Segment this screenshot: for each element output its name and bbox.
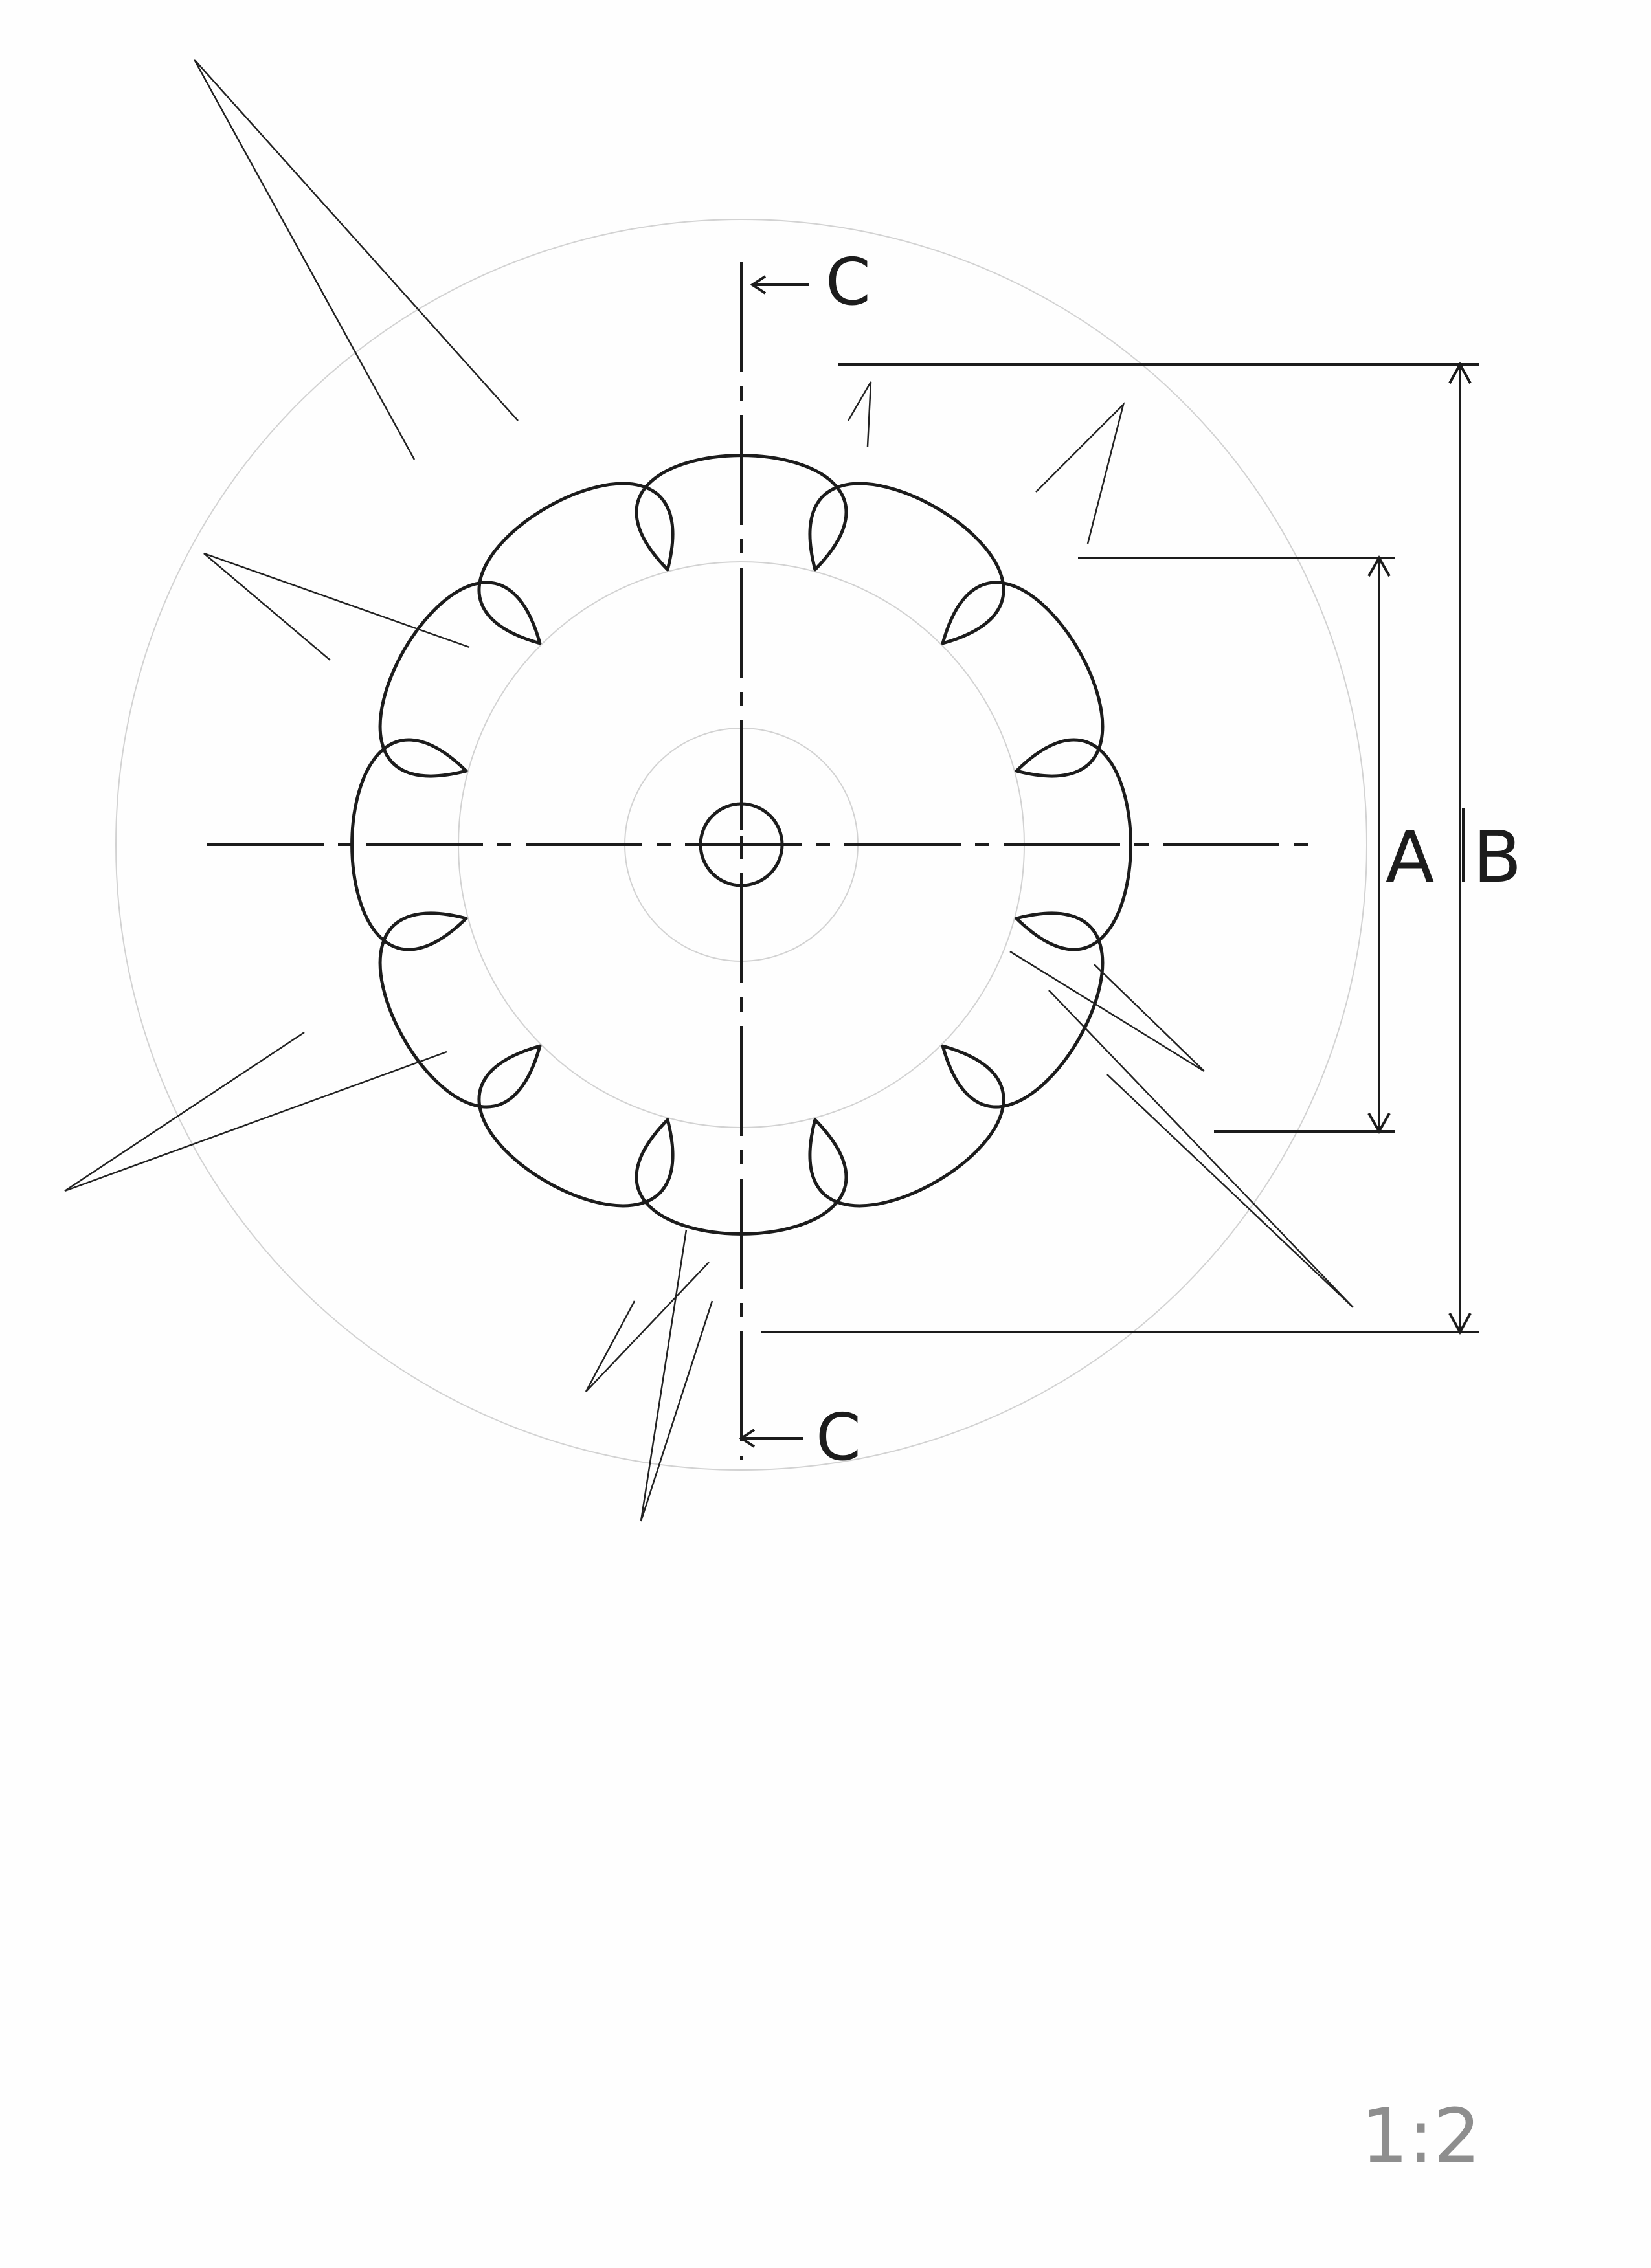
section-marker-bottom [739, 1429, 803, 1448]
dimension-a [1078, 555, 1395, 1135]
dimension-b-label: B [1473, 816, 1522, 898]
spike-triangle-7 [1009, 950, 1205, 1073]
dimension-b-arrow-bottom [1448, 1313, 1472, 1335]
dimension-b-arrow-top [1448, 361, 1472, 384]
center-lines [207, 262, 1308, 1460]
spike-triangle-8 [1035, 401, 1125, 544]
dimension-b [761, 361, 1479, 1335]
dimension-a-arrow-bottom [1367, 1113, 1391, 1135]
spike-triangle-4 [585, 1262, 710, 1392]
spike-triangle-9 [847, 381, 872, 447]
dimension-a-label: A [1386, 816, 1434, 898]
section-arrow-bottom-head [739, 1429, 756, 1448]
section-arrow-top-head [750, 275, 767, 295]
section-marker-top [750, 275, 809, 295]
spike-lines [64, 59, 1354, 1522]
spike-triangle-2 [203, 552, 470, 661]
section-label-top: C [826, 244, 871, 320]
spike-triangle-6 [1048, 990, 1354, 1308]
petal-outline [350, 454, 1132, 1236]
section-label-bottom: C [816, 1399, 861, 1475]
spike-triangle-1 [193, 59, 519, 460]
outer-construction-circle [115, 219, 1367, 1471]
dimension-a-arrow-top [1367, 555, 1391, 577]
spike-triangle-5 [640, 1229, 713, 1522]
scale-note: 1:2 [1361, 2093, 1481, 2180]
spike-triangle-3 [64, 1031, 447, 1192]
